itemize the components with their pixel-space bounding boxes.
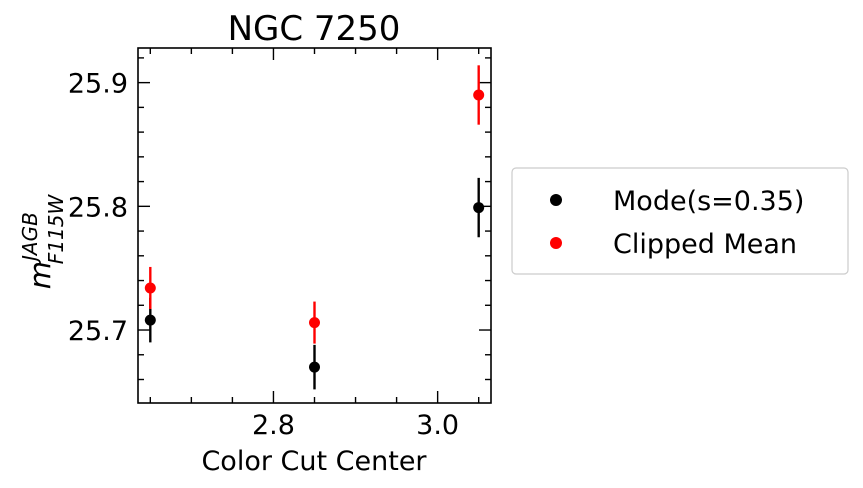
data-point (309, 361, 320, 373)
data-point (144, 282, 156, 294)
legend-box (511, 167, 849, 275)
legend: Mode(s=0.35) Clipped Mean (511, 167, 849, 275)
legend-marker (550, 237, 562, 249)
legend-label: Clipped Mean (613, 229, 797, 260)
y-axis-label-subscript: F115W (44, 194, 68, 265)
x-axis-label: Color Cut Center (201, 446, 427, 477)
plot-area: 25.7 25.8 25.9 2.8 3.0 (68, 47, 492, 441)
legend-marker (550, 194, 562, 206)
data-point (309, 317, 320, 329)
y-axis-label: mJAGB F115W (18, 194, 68, 290)
y-tick-label: 25.7 (68, 316, 128, 347)
y-axis-label-superscript: JAGB (18, 212, 42, 265)
y-tick-label: 25.8 (68, 192, 128, 223)
data-point (473, 89, 485, 101)
series-mode (144, 177, 485, 390)
x-tick-label: 3.0 (416, 410, 459, 441)
y-tick-label: 25.9 (68, 69, 128, 100)
chart-title: NGC 7250 (228, 9, 401, 49)
legend-label: Mode(s=0.35) (613, 186, 804, 217)
data-point (473, 202, 485, 214)
x-tick-label: 2.8 (252, 410, 295, 441)
y-axis-label-base: m (23, 261, 57, 289)
series-clipped-mean (144, 65, 485, 344)
data-point (144, 314, 156, 326)
